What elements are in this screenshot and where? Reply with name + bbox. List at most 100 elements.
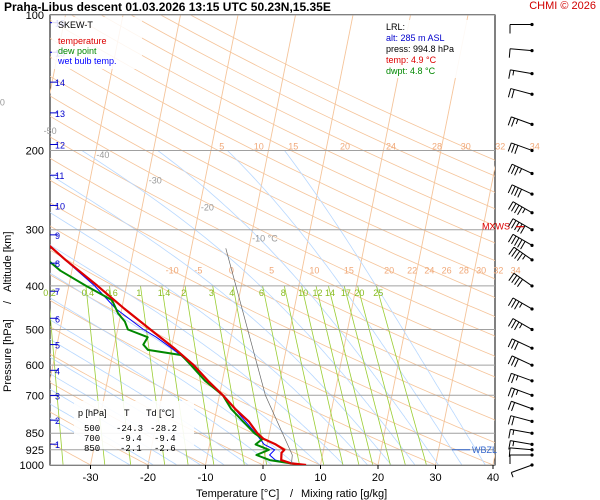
isotherm-line <box>50 15 124 383</box>
lrl-box: LRL: alt: 285 m ASL press: 994.8 hPa tem… <box>382 20 490 78</box>
chart-title: Praha-Libus descent 01.03.2026 13:15 UTC… <box>4 0 331 14</box>
wind-barb <box>507 355 534 368</box>
adiabat-label: 32 <box>495 142 505 152</box>
adiabat-label: 24 <box>386 142 396 152</box>
adiabat-label: 20 <box>340 142 350 152</box>
altitude-tick-label: 2 <box>55 416 60 426</box>
wind-barb <box>507 163 534 176</box>
sounding-series <box>50 244 307 465</box>
mixing-ratio-line <box>301 285 344 465</box>
wind-barb <box>508 297 534 311</box>
lrl-background <box>382 20 490 78</box>
mixing-ratio-line <box>376 285 427 465</box>
table-row-500-p: 500 <box>84 424 100 434</box>
wind-barb <box>507 184 534 198</box>
adiabat-label: 32 <box>493 266 503 276</box>
adiabat-label: 15 <box>344 266 354 276</box>
temperature-tick-label: 20 <box>372 472 384 484</box>
mixing-ratio-label: 1.4 <box>158 288 171 298</box>
moist-adiabat-line <box>50 403 155 465</box>
background-labels: -80 °C-70-60-50-40-30-20-10 °C5101520242… <box>0 98 540 298</box>
wind-barb <box>508 440 534 450</box>
table-header-td: Td [°C] <box>146 408 174 418</box>
dry-adiabat-line <box>50 179 495 399</box>
dry-adiabat-line <box>50 19 495 244</box>
axes: 1615141312111098765432110020030040050060… <box>20 10 500 484</box>
altitude-tick-label: 14 <box>55 78 65 88</box>
temperature-series-line <box>50 244 307 465</box>
mixing-ratio-line <box>328 285 374 465</box>
temperature-tick-label: -20 <box>140 472 156 484</box>
wind-barb <box>507 387 534 398</box>
isotherm-label: -60 <box>0 98 5 108</box>
dry-adiabat-line <box>50 115 495 337</box>
pressure-tick-label: 1000 <box>20 460 44 472</box>
mixing-ratio-line <box>50 308 64 465</box>
isotherm-line <box>205 15 296 465</box>
table-row-850-td: -2.6 <box>154 444 176 454</box>
moist-adiabat-line <box>50 373 202 465</box>
wind-barb <box>508 447 534 457</box>
wind-barb <box>510 463 534 478</box>
adiabat-label: 10 <box>254 142 264 152</box>
pressure-tick-label: 600 <box>26 360 44 372</box>
altitude-tick-label: 11 <box>55 171 64 181</box>
adiabat-label: 22 <box>407 266 417 276</box>
adiabat-label: 20 <box>384 266 394 276</box>
isotherm-line <box>147 15 239 465</box>
dry-adiabat-line <box>50 157 495 378</box>
table-row-850-p: 850 <box>84 444 100 454</box>
pressure-tick-label: 100 <box>26 10 44 22</box>
dry-adiabat-line <box>50 202 495 421</box>
wind-barb <box>508 69 534 79</box>
x-axis-label-mixing: Mixing ratio [g/kg] <box>301 488 387 500</box>
dry-adiabat-line <box>71 15 495 227</box>
temperature-tick-label: -30 <box>83 472 99 484</box>
adiabat-label: -5 <box>194 266 202 276</box>
temperature-tick-label: -10 <box>198 472 214 484</box>
y-axis-title: Pressure [hPa] / Altitude [km] <box>2 231 14 392</box>
lrl-alt: alt: 285 m ASL <box>386 33 445 43</box>
adiabat-label: -10 <box>166 266 179 276</box>
isotherm-line <box>435 165 495 465</box>
altitude-tick-label: 12 <box>55 141 65 151</box>
altitude-tick-label: 9 <box>55 231 60 241</box>
wind-barb <box>508 246 534 262</box>
adiabat-label: 5 <box>219 142 224 152</box>
mixing-ratio-label: 12 <box>313 288 323 298</box>
mixing-ratio-label: 0.2 <box>43 288 56 298</box>
moist-adiabat-line <box>50 272 321 465</box>
wind-barb <box>508 318 534 332</box>
pressure-tick-label: 925 <box>26 445 44 457</box>
adiabat-label: 30 <box>461 142 471 152</box>
mixing-ratio-label: 2 <box>181 288 186 298</box>
adiabat-label: 28 <box>459 266 469 276</box>
table-header-t: T <box>124 408 130 418</box>
mixing-ratio-line <box>343 285 391 465</box>
wind-barb <box>507 338 534 351</box>
mixing-ratio-label: 6 <box>259 288 264 298</box>
temperature-tick-label: 0 <box>260 472 266 484</box>
wind-barb <box>507 400 534 412</box>
altitude-tick-label: 1 <box>55 440 60 450</box>
wind-barb <box>508 48 534 58</box>
legend-wetbulb: wet bulb temp. <box>57 56 117 66</box>
pressure-tick-label: 850 <box>26 428 44 440</box>
y-axis-label-altitude: Altitude [km] <box>2 231 14 292</box>
dry-adiabat-line <box>50 136 495 357</box>
x-axis-label-separator: / <box>290 488 294 500</box>
table-row-850-t: -2.1 <box>120 444 142 454</box>
altitude-tick-label: 10 <box>55 201 65 211</box>
pressure-tick-label: 500 <box>26 325 44 337</box>
wind-barb <box>507 142 534 154</box>
mixing-ratio-label: 1 <box>136 288 141 298</box>
isotherm-label: -50 <box>44 126 57 136</box>
table-row-700-td: -9.4 <box>154 434 176 444</box>
mixing-ratio-label: 4 <box>229 288 234 298</box>
dry-adiabat-line <box>50 37 495 262</box>
wind-barb <box>508 428 534 439</box>
mixing-ratio-line <box>357 285 406 465</box>
dry-adiabat-line <box>50 299 380 465</box>
adiabat-label: 28 <box>432 142 442 152</box>
